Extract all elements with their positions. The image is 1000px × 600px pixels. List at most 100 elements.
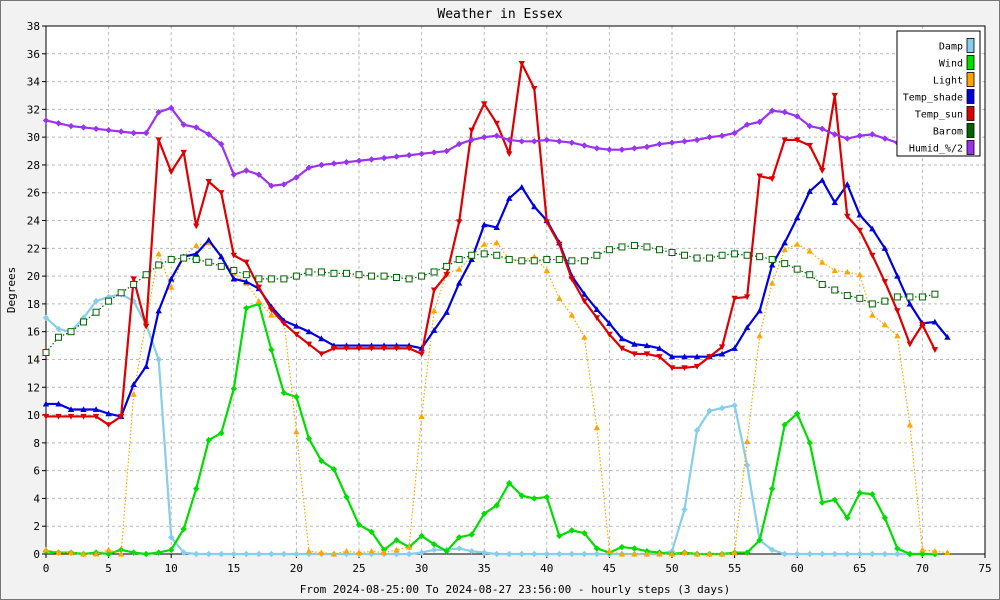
data-point-temp-shade — [944, 334, 951, 340]
data-point-damp — [518, 550, 525, 558]
data-point-light — [806, 247, 813, 254]
data-point-humid-2 — [67, 122, 75, 130]
x-tick-label: 30 — [415, 562, 428, 575]
y-tick-label: 32 — [27, 103, 40, 116]
data-point-temp-sun — [42, 413, 50, 420]
data-point-light — [768, 279, 776, 286]
data-point-temp-sun — [556, 241, 563, 248]
data-point-barom — [706, 254, 714, 262]
data-point-wind — [531, 495, 538, 502]
data-point-barom — [630, 242, 638, 250]
data-point-wind — [743, 549, 751, 556]
data-point-barom — [67, 328, 75, 336]
data-point-humid-2 — [743, 121, 751, 128]
data-point-wind — [193, 485, 200, 492]
data-point-barom — [931, 290, 939, 298]
data-point-wind — [844, 514, 851, 522]
y-tick-label: 28 — [27, 159, 40, 172]
data-point-humid-2 — [193, 124, 200, 131]
data-point-temp-shade — [531, 203, 538, 210]
data-point-temp-sun — [67, 413, 75, 420]
data-point-temp-shade — [142, 363, 150, 369]
y-tick-label: 26 — [27, 187, 40, 200]
data-point-barom — [405, 275, 413, 283]
data-point-temp-shade — [593, 306, 601, 313]
data-point-barom — [167, 255, 175, 263]
data-point-wind — [894, 545, 901, 552]
data-point-light — [756, 332, 763, 339]
data-point-barom — [92, 308, 100, 316]
data-point-wind — [831, 496, 838, 504]
data-point-light — [155, 250, 162, 257]
data-point-wind — [581, 529, 588, 537]
data-point-light — [831, 267, 838, 274]
data-point-wind — [481, 510, 488, 517]
data-point-light — [869, 311, 876, 318]
data-point-wind — [218, 429, 225, 437]
data-point-barom — [242, 271, 250, 279]
data-point-barom — [80, 318, 88, 326]
data-point-temp-shade — [819, 177, 826, 183]
data-point-temp-shade — [718, 350, 726, 357]
data-point-light — [794, 240, 801, 247]
data-point-temp-sun — [368, 345, 375, 352]
data-point-temp-sun — [418, 351, 425, 358]
series-line-wind — [45, 302, 935, 556]
data-point-light — [731, 549, 738, 556]
y-tick-label: 22 — [27, 242, 40, 255]
data-point-temp-sun — [856, 227, 863, 234]
data-point-temp-shade — [781, 239, 788, 246]
data-point-damp — [230, 550, 237, 558]
legend-swatch — [966, 72, 975, 87]
y-tick-label: 10 — [27, 409, 40, 422]
data-point-temp-sun — [155, 137, 162, 144]
data-point-temp-sun — [593, 315, 601, 321]
data-point-barom — [192, 255, 200, 263]
data-point-temp-shade — [168, 275, 175, 282]
data-point-damp — [856, 550, 863, 558]
data-point-temp-shade — [894, 272, 901, 279]
data-point-humid-2 — [168, 104, 175, 112]
data-point-wind — [631, 545, 638, 552]
data-point-temp-sun — [105, 422, 112, 428]
data-point-damp — [743, 461, 751, 469]
data-point-barom — [718, 251, 726, 259]
data-point-humid-2 — [305, 164, 313, 171]
data-point-light — [668, 550, 676, 557]
data-point-damp — [844, 550, 851, 558]
data-point-light — [368, 548, 375, 554]
legend-swatch — [966, 38, 975, 53]
data-point-light — [906, 421, 914, 428]
data-point-temp-sun — [493, 120, 500, 127]
data-point-humid-2 — [856, 132, 863, 139]
series-barom — [42, 242, 939, 357]
data-point-temp-sun — [430, 287, 438, 294]
data-point-damp — [205, 550, 212, 558]
data-point-humid-2 — [581, 142, 588, 149]
data-point-wind — [280, 389, 288, 397]
data-point-humid-2 — [318, 161, 325, 169]
data-point-damp — [718, 404, 726, 412]
data-point-light — [430, 307, 438, 314]
data-point-barom — [806, 271, 814, 279]
data-point-light — [919, 546, 926, 553]
data-point-wind — [518, 492, 525, 499]
data-point-damp — [506, 550, 513, 558]
y-tick-label: 36 — [27, 48, 40, 61]
data-point-temp-shade — [881, 245, 889, 251]
data-point-temp-shade — [230, 275, 237, 282]
data-point-humid-2 — [631, 145, 638, 152]
data-point-temp-sun — [706, 354, 713, 360]
series-layer — [42, 60, 951, 558]
data-point-temp-sun — [568, 276, 576, 283]
data-point-temp-shade — [293, 322, 300, 329]
data-point-barom — [355, 271, 363, 279]
data-point-temp-shade — [305, 328, 313, 335]
data-point-barom — [906, 293, 914, 301]
data-point-wind — [180, 525, 187, 533]
legend-label: Damp — [939, 42, 963, 53]
x-tick-label: 10 — [165, 562, 178, 575]
data-point-humid-2 — [781, 108, 788, 116]
data-point-barom — [518, 257, 526, 265]
